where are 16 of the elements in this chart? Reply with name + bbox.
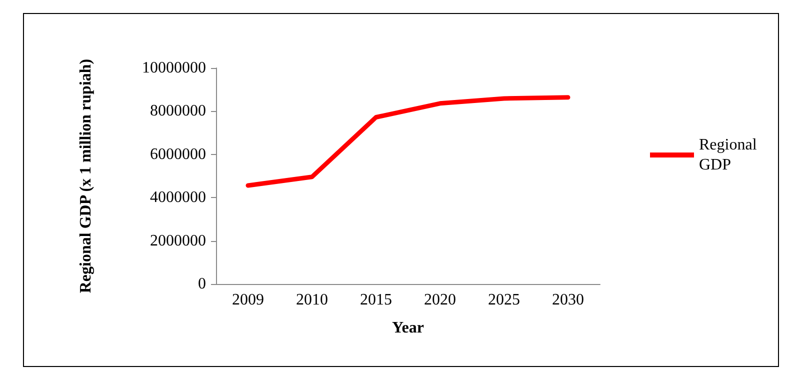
y-tick-label: 10000000 <box>142 60 206 76</box>
line-series <box>246 95 570 188</box>
x-tick-label: 2025 <box>488 292 520 308</box>
y-axis-title: Regional GDP (x 1 million rupiah) <box>78 58 94 294</box>
x-tick-label: 2009 <box>232 292 264 308</box>
y-tick-label: 8000000 <box>150 102 206 120</box>
y-tick-label: 0 <box>198 276 206 292</box>
y-tick-label: 6000000 <box>150 146 206 163</box>
x-tick-label: 2020 <box>424 292 456 308</box>
y-tick-label: 2000000 <box>150 232 206 250</box>
y-tick-label: 4000000 <box>150 189 206 206</box>
x-tick-label: 2030 <box>552 292 584 308</box>
legend-label: Regional GDP <box>699 136 761 174</box>
x-tick-label: 2015 <box>360 292 392 308</box>
x-tick-label: 2010 <box>296 292 328 308</box>
x-axis-title: Year <box>392 320 424 336</box>
